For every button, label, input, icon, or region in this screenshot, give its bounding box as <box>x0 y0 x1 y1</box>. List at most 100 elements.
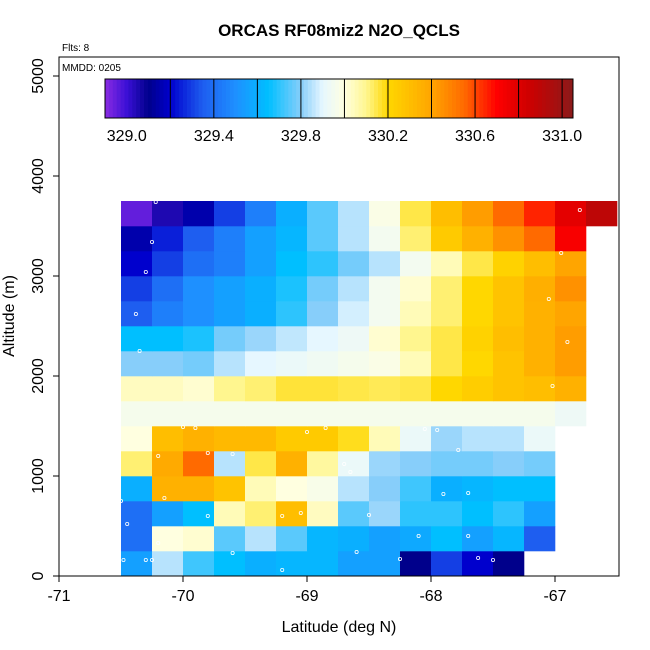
colorbar-swatch <box>214 79 219 118</box>
colorbar-swatch <box>194 79 199 118</box>
heatmap-cell <box>431 351 463 377</box>
heatmap-cell <box>369 451 401 477</box>
colorbar-swatch <box>487 79 492 118</box>
heatmap-cell <box>555 201 587 227</box>
colorbar-swatch <box>268 79 274 118</box>
heatmap-cell <box>152 201 184 227</box>
plot-frame <box>58 56 620 577</box>
colorbar-swatch <box>358 79 363 118</box>
heatmap-cell <box>276 251 308 277</box>
heatmap-cell <box>245 351 277 377</box>
heatmap-cell <box>183 301 215 327</box>
date-annotation: MMDD: 0205 <box>62 63 121 74</box>
colorbar-frame <box>104 78 574 119</box>
colorbar-swatch <box>541 79 547 118</box>
colorbar-tick-label: 329.4 <box>194 128 234 145</box>
heatmap-cell <box>214 501 246 527</box>
colorbar-swatch <box>116 79 121 118</box>
heatmap-cell <box>338 351 370 377</box>
colorbar-swatch <box>218 79 223 118</box>
heatmap-cell <box>524 376 556 402</box>
heatmap-cell <box>307 501 339 527</box>
heatmap-cell <box>245 451 277 477</box>
sample-point <box>143 558 148 563</box>
colorbar-swatch <box>241 79 246 118</box>
heatmap-cell <box>183 351 215 377</box>
heatmap-cell <box>183 201 215 227</box>
x-axis: -71 -70 -69 -68 -67 <box>47 576 567 605</box>
colorbar-swatch <box>370 79 375 118</box>
heatmap-cell <box>121 351 153 377</box>
heatmap-cell <box>183 226 215 252</box>
heatmap-cell <box>121 451 153 477</box>
heatmap-cell <box>307 326 339 352</box>
heatmap-cell <box>152 376 184 402</box>
heatmap-cell <box>245 276 277 302</box>
colorbar-swatch <box>346 79 352 118</box>
heatmap-cell <box>400 501 432 527</box>
heatmap-cell <box>214 426 246 452</box>
colorbar-swatch <box>409 79 414 118</box>
heatmap-cell <box>524 276 556 302</box>
heatmap-cell <box>338 226 370 252</box>
colorbar-swatch <box>522 79 527 118</box>
colorbar-swatch <box>495 79 500 118</box>
heatmap-cell <box>276 401 308 427</box>
heatmap-cell <box>338 401 370 427</box>
colorbar-swatch <box>366 79 371 118</box>
heatmap-cell <box>245 326 277 352</box>
sample-point <box>149 558 154 563</box>
sample-point <box>205 514 210 519</box>
colorbar-swatch <box>257 79 262 118</box>
heatmap-cell <box>369 251 401 277</box>
heatmap-cell <box>524 351 556 377</box>
colorbar-swatch <box>163 79 168 118</box>
sample-point <box>348 469 353 474</box>
heatmap-cell <box>524 451 556 477</box>
heatmap-cell <box>152 251 184 277</box>
heatmap-cell <box>276 476 308 502</box>
sample-point <box>119 498 124 503</box>
sample-point <box>416 534 421 539</box>
heatmap-cell <box>400 451 432 477</box>
heatmap-cell <box>400 351 432 377</box>
sample-point <box>298 510 303 515</box>
colorbar-swatch <box>300 79 305 118</box>
colorbar-swatch <box>459 79 465 118</box>
heatmap-cell <box>400 226 432 252</box>
y-tick-label: 4000 <box>30 158 47 194</box>
colorbar-swatch <box>354 79 359 118</box>
heatmap-cell <box>245 251 277 277</box>
heatmap-cell <box>400 276 432 302</box>
heatmap-cell <box>245 301 277 327</box>
heatmap-cell <box>307 301 339 327</box>
heatmap-cell <box>338 426 370 452</box>
colorbar-swatch <box>413 79 418 118</box>
heatmap-cell <box>555 351 587 377</box>
sample-point <box>323 425 328 430</box>
heatmap-cell <box>338 251 370 277</box>
heatmap-cell <box>400 201 432 227</box>
sample-point <box>153 199 158 204</box>
colorbar-swatch <box>198 79 203 118</box>
heatmap-cell <box>121 276 153 302</box>
heatmap-cell <box>338 526 370 552</box>
heatmap-cell <box>431 251 463 277</box>
colorbar-swatch <box>483 79 488 118</box>
heatmap-cell <box>152 501 184 527</box>
colorbar-swatch <box>303 79 309 118</box>
colorbar-swatch <box>565 79 570 118</box>
heatmap-cell <box>276 551 308 577</box>
heatmap-cell <box>245 201 277 227</box>
sample-point <box>133 311 138 316</box>
heatmap-cell <box>338 326 370 352</box>
colorbar-swatch <box>428 79 433 118</box>
heatmap-cell <box>400 401 432 427</box>
heatmap-cell <box>214 226 246 252</box>
heatmap-cell <box>152 526 184 552</box>
heatmap-cell <box>400 376 432 402</box>
heatmap-cell <box>400 251 432 277</box>
colorbar-swatch <box>417 79 422 118</box>
colorbar-swatch <box>545 79 550 118</box>
colorbar-swatch <box>331 79 336 118</box>
